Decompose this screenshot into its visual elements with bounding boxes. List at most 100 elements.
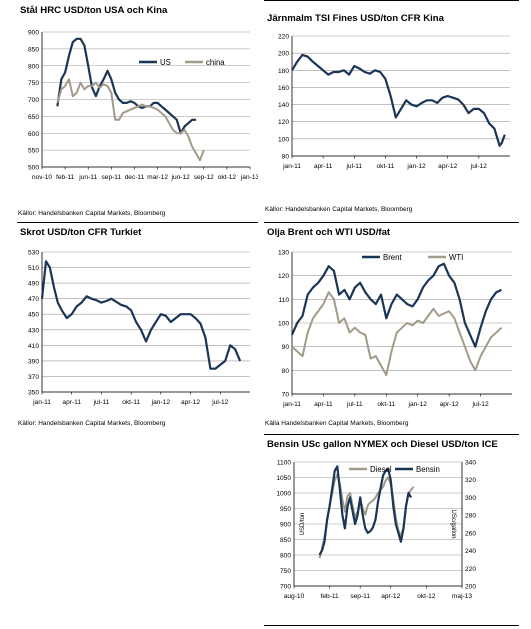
y-tick-label: 700 bbox=[28, 97, 39, 104]
y2-tick-label: 300 bbox=[465, 495, 476, 502]
y-tick-label: 130 bbox=[278, 250, 289, 257]
panel-scrap: Skrot USD/ton CFR Turkiet 350 370 390 410 43… bbox=[17, 222, 258, 432]
panel-iron-ore: Järnmalm TSI Fines USD/ton CFR Kina 80 10… bbox=[264, 0, 519, 220]
x-tick-label: apr-12 bbox=[438, 163, 457, 170]
y-tick-label: 450 bbox=[28, 312, 39, 319]
series-line-0 bbox=[40, 260, 242, 370]
y-tick-label: 650 bbox=[28, 114, 39, 121]
x-tick-label: apr-11 bbox=[314, 401, 333, 408]
legend-label: Bensin bbox=[416, 465, 440, 474]
y-tick-label: 120 bbox=[278, 119, 289, 126]
y-tick-label: 700 bbox=[280, 584, 291, 591]
x-tick-label: jan-11 bbox=[32, 399, 51, 406]
y-tick-label: 800 bbox=[280, 553, 291, 560]
chart-source: Källor: Handelsbanken Capital Markets, B… bbox=[18, 210, 166, 217]
panel-fuel: Bensin USc gallon NYMEX och Diesel USD/t… bbox=[264, 434, 519, 629]
x-tick-label: aug-10 bbox=[284, 593, 305, 600]
y2-axis-title: USc/gallon bbox=[450, 509, 456, 538]
y-tick-label: 800 bbox=[28, 63, 39, 70]
chart-title: Stål HRC USD/ton USA och Kina bbox=[20, 5, 168, 16]
y2-tick-label: 200 bbox=[465, 584, 476, 591]
y-tick-label: 390 bbox=[28, 358, 39, 365]
y-tick-label: 140 bbox=[278, 102, 289, 109]
series-line-diesel bbox=[318, 473, 415, 559]
x-tick-label: jan-12 bbox=[406, 163, 426, 170]
y-tick-label: 100 bbox=[278, 136, 289, 143]
y2-tick-label: 240 bbox=[465, 548, 476, 555]
x-tick-label: okt-11 bbox=[377, 163, 395, 170]
x-tick-label: jul-12 bbox=[211, 399, 228, 406]
series-line-0 bbox=[291, 53, 506, 147]
y-tick-label: 1000 bbox=[276, 491, 291, 498]
x-tick-label: jul-11 bbox=[345, 163, 362, 170]
panel-divider bbox=[264, 0, 519, 1]
y2-tick-label: 220 bbox=[465, 566, 476, 573]
y-tick-label: 430 bbox=[28, 327, 39, 334]
chart-source: Källor: Handelsbanken Capital Markets, B… bbox=[18, 420, 166, 427]
panel-steel: Stål HRC USD/ton USA och Kina 500 550 600 6… bbox=[17, 0, 258, 220]
y-tick-label: 70 bbox=[282, 392, 290, 399]
y-tick-label: 100 bbox=[278, 321, 289, 328]
y-tick-label: 750 bbox=[28, 80, 39, 87]
panel-divider bbox=[264, 222, 519, 223]
y-tick-label: 530 bbox=[28, 250, 39, 257]
legend-label: WTI bbox=[449, 253, 463, 262]
y-tick-label: 120 bbox=[278, 273, 289, 280]
y-tick-label: 350 bbox=[28, 390, 39, 397]
series-line-wti bbox=[291, 291, 503, 377]
y-tick-label: 490 bbox=[28, 281, 39, 288]
legend-label: Diesel bbox=[370, 465, 392, 474]
x-tick-label: jan-11 bbox=[282, 163, 301, 170]
chart-source: Källor: Handelsbanken Capital Markets, B… bbox=[265, 206, 413, 213]
panel-divider bbox=[17, 222, 258, 223]
y-tick-label: 950 bbox=[280, 506, 291, 513]
panel-divider bbox=[264, 434, 519, 435]
x-tick-label: okt-12 bbox=[218, 174, 237, 181]
y2-tick-label: 260 bbox=[465, 530, 476, 537]
x-tick-label: okt-11 bbox=[122, 399, 140, 406]
x-tick-label: okt-11 bbox=[377, 401, 395, 408]
y-tick-label: 80 bbox=[282, 368, 290, 375]
y-tick-label: 900 bbox=[28, 30, 39, 37]
y-tick-label: 550 bbox=[28, 148, 39, 155]
x-tick-label: jun-12 bbox=[170, 174, 190, 181]
chart-title: Skrot USD/ton CFR Turkiet bbox=[20, 227, 142, 238]
x-tick-label: maj-13 bbox=[452, 593, 472, 600]
chart-title: Järnmalm TSI Fines USD/ton CFR Kina bbox=[267, 13, 444, 24]
y-tick-label: 900 bbox=[280, 522, 291, 529]
y2-tick-label: 280 bbox=[465, 513, 476, 520]
x-tick-label: mar-12 bbox=[147, 174, 168, 181]
y2-tick-label: 320 bbox=[465, 477, 476, 484]
legend-label: Brent bbox=[383, 253, 402, 262]
x-tick-label: jan-11 bbox=[282, 401, 301, 408]
chart-oil: 70 80 90 100 110 120 130 jan-11 apr-11 jul-11 okt-… bbox=[278, 250, 512, 408]
y-tick-label: 180 bbox=[278, 68, 289, 75]
series-line-brent bbox=[290, 262, 502, 348]
x-tick-label: apr-12 bbox=[381, 593, 400, 600]
y-tick-label: 470 bbox=[28, 296, 39, 303]
y-tick-label: 750 bbox=[280, 568, 291, 575]
x-tick-label: jan-12 bbox=[408, 401, 428, 408]
x-tick-label: nov-10 bbox=[32, 174, 52, 181]
x-tick-label: apr-11 bbox=[314, 163, 333, 170]
series-line-us bbox=[56, 37, 197, 135]
chart-iron-ore: 80 100 120 140 160 180 200 220 jan-11 apr-11 jul-1… bbox=[278, 34, 510, 170]
y-tick-label: 500 bbox=[28, 165, 39, 172]
x-tick-label: okt-12 bbox=[417, 593, 436, 600]
chart-scrap: 350 370 390 410 430 450 470 490 510 530 jan-11 apr-… bbox=[28, 250, 250, 406]
y-tick-label: 1100 bbox=[277, 460, 292, 467]
legend-label: US bbox=[160, 58, 171, 67]
x-tick-label: jul-11 bbox=[346, 401, 363, 408]
y-tick-label: 200 bbox=[278, 51, 289, 58]
panel-bottom-rule bbox=[264, 625, 519, 626]
x-tick-label: jun-11 bbox=[78, 174, 97, 181]
chart-fuel: 700 750 800 850 900 950 1000 1050 1100 200 220 240 2… bbox=[276, 460, 476, 601]
y-tick-label: 850 bbox=[280, 537, 291, 544]
chart-title: Bensin USc gallon NYMEX och Diesel USD/t… bbox=[267, 439, 498, 450]
x-tick-label: feb-11 bbox=[56, 174, 75, 181]
y-tick-label: 1050 bbox=[276, 475, 291, 482]
y-tick-label: 510 bbox=[28, 265, 39, 272]
x-tick-label: apr-12 bbox=[440, 401, 459, 408]
chart-source: Källa Handelsbanken Capital Markets, Blo… bbox=[265, 420, 409, 427]
y2-tick-label: 340 bbox=[465, 460, 476, 467]
